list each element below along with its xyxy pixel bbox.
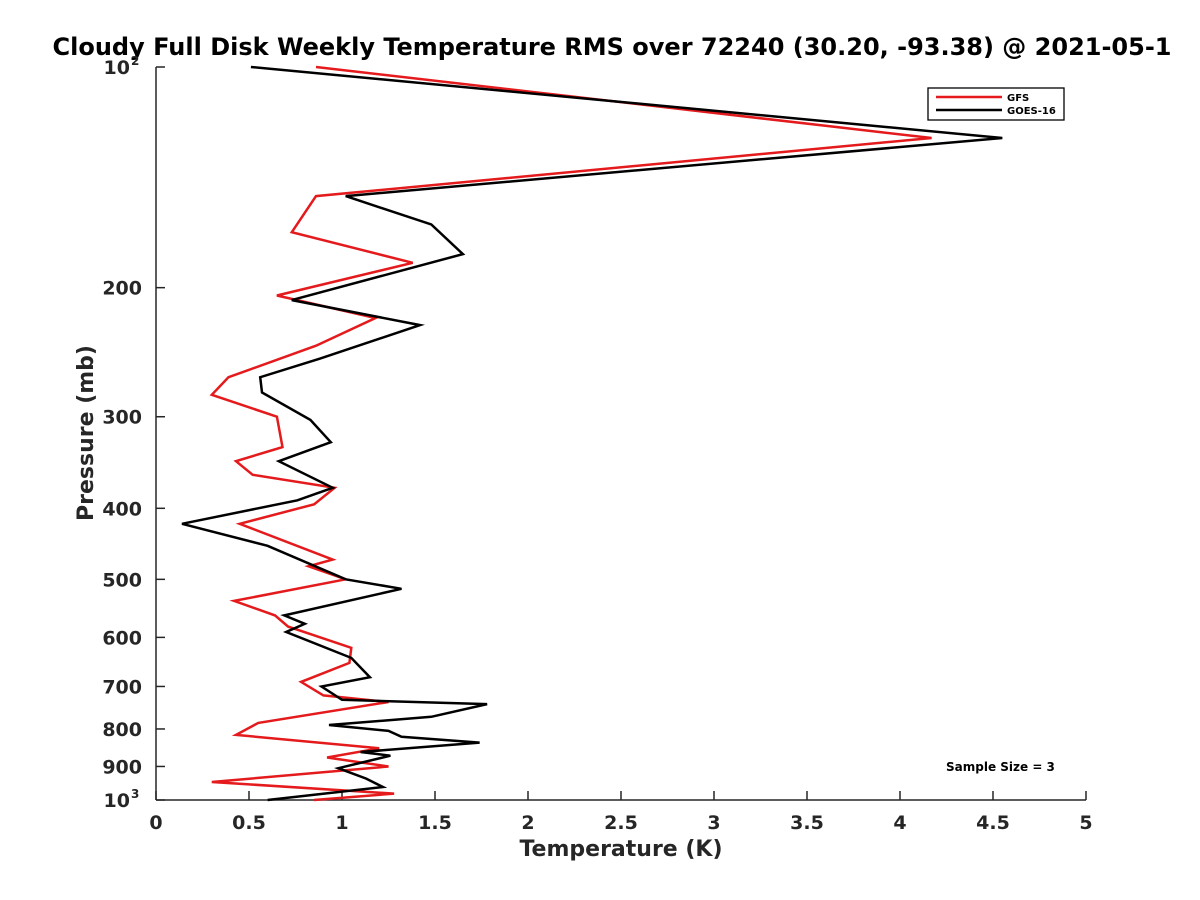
legend: GFS GOES-16 bbox=[927, 87, 1065, 121]
x-tick-label: 4.5 bbox=[976, 812, 1010, 834]
x-tick-label: 2 bbox=[521, 812, 534, 834]
y-tick-label: 500 bbox=[102, 569, 142, 591]
y-axis-label: Pressure (mb) bbox=[74, 345, 99, 521]
x-tick-label: 1 bbox=[335, 812, 348, 834]
x-tick-label: 4 bbox=[893, 812, 906, 834]
series-layer bbox=[181, 65, 1003, 802]
x-tick-label: 1.5 bbox=[418, 812, 452, 834]
x-tick-label: 5 bbox=[1079, 812, 1092, 834]
x-tick-label: 0 bbox=[149, 812, 162, 834]
x-tick-label: 2.5 bbox=[604, 812, 638, 834]
y-tick-label: 700 bbox=[102, 676, 142, 698]
y-tick-label: 400 bbox=[102, 498, 142, 520]
y-tick-label: 900 bbox=[102, 756, 142, 778]
x-tick-label: 0.5 bbox=[232, 812, 266, 834]
chart-title: Cloudy Full Disk Weekly Temperature RMS … bbox=[53, 33, 1172, 61]
y-tick-label: 200 bbox=[102, 278, 142, 300]
y-tick-exponent: 3 bbox=[131, 787, 139, 801]
y-tick-label: 10 bbox=[104, 57, 130, 79]
legend-label-goes16: GOES-16 bbox=[1007, 106, 1056, 117]
y-tick-label: 600 bbox=[102, 627, 142, 649]
plot-axes bbox=[155, 67, 1086, 801]
sample-size-annotation: Sample Size = 3 bbox=[946, 760, 1055, 774]
series-line-goes16 bbox=[181, 65, 1003, 802]
y-tick-label: 10 bbox=[104, 790, 130, 812]
x-tick-label: 3.5 bbox=[790, 812, 824, 834]
x-ticks: 0 0.5 1 1.5 2 2.5 3 3.5 4 4.5 5 bbox=[149, 791, 1093, 834]
legend-box bbox=[927, 87, 1065, 121]
y-tick-label: 300 bbox=[102, 407, 142, 429]
legend-label-gfs: GFS bbox=[1007, 93, 1029, 104]
x-axis-label: Temperature (K) bbox=[519, 837, 722, 862]
y-tick-exponent: 2 bbox=[131, 54, 139, 68]
x-tick-label: 3 bbox=[707, 812, 720, 834]
y-tick-label: 800 bbox=[102, 719, 142, 741]
